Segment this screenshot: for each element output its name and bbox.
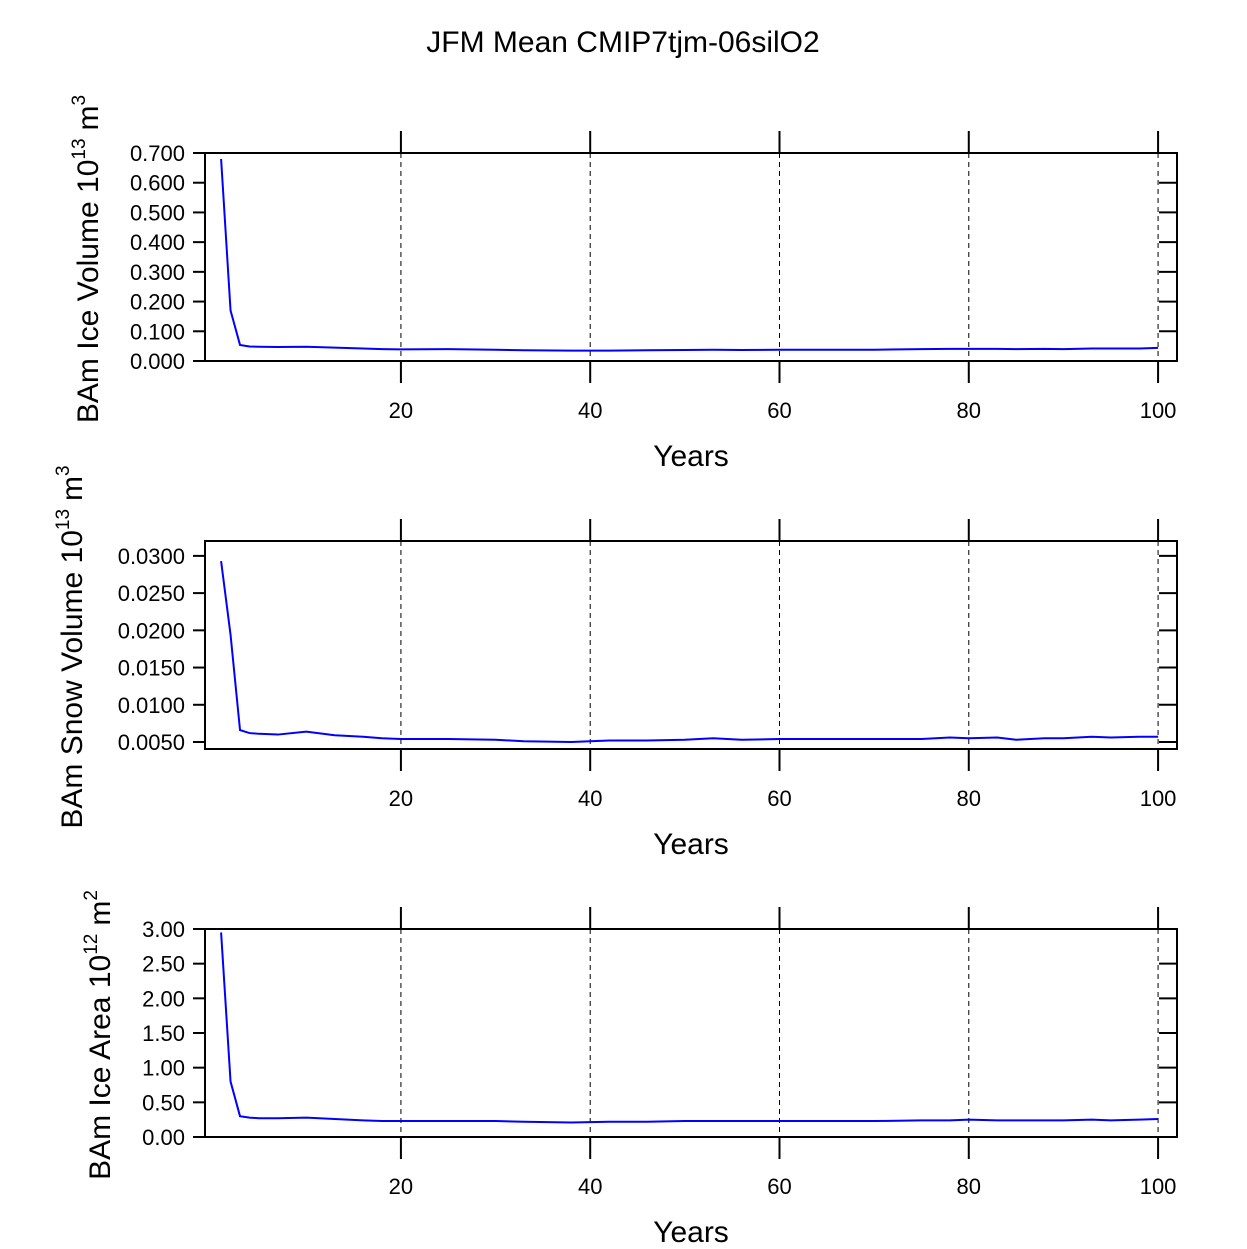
data-line	[220, 158, 1159, 352]
y-axis-title-part: 3	[69, 95, 90, 106]
y-tick-label: 0.500	[130, 200, 185, 225]
x-axis-title: Years	[653, 1216, 729, 1249]
x-tick-label: 80	[957, 398, 981, 423]
x-tick-label: 20	[389, 786, 413, 811]
x-tick-label: 100	[1140, 786, 1177, 811]
y-axis-title-part: 2	[81, 890, 102, 901]
y-axis-title-part: m	[72, 105, 105, 130]
y-axis-title-part: 12	[81, 934, 102, 955]
y-axis-title-part: 13	[53, 509, 74, 530]
y-axis-title: BAm Ice Area 1012 m2	[81, 890, 117, 1180]
x-tick-label: 60	[767, 398, 791, 423]
x-tick-label: 40	[578, 1174, 602, 1199]
y-tick-label: 0.200	[130, 290, 185, 315]
x-tick-label: 80	[957, 1174, 981, 1199]
x-axis-title: Years	[653, 440, 729, 473]
y-tick-label: 1.50	[142, 1021, 185, 1046]
x-tick-label: 80	[957, 786, 981, 811]
y-axis-title-part: 13	[69, 138, 90, 159]
y-tick-label: 3.00	[142, 917, 185, 942]
plot-frame	[204, 152, 1178, 362]
y-tick-label: 0.400	[130, 230, 185, 255]
x-tick-label: 40	[578, 398, 602, 423]
x-tick-label: 20	[389, 1174, 413, 1199]
y-axis-title-part: m	[84, 901, 117, 926]
y-tick-label: 0.600	[130, 171, 185, 196]
y-tick-label: 2.00	[142, 986, 185, 1011]
y-tick-label: 1.00	[142, 1056, 185, 1081]
y-tick-label: 0.0300	[118, 544, 185, 569]
x-tick-label: 100	[1140, 1174, 1177, 1199]
y-axis-title-part: BAm Ice Area 10	[84, 955, 117, 1180]
y-tick-label: 0.300	[130, 260, 185, 285]
y-tick-label: 0.0150	[118, 656, 185, 681]
y-axis-title: BAm Snow Volume 1013 m3	[53, 465, 89, 828]
y-tick-label: 2.50	[142, 952, 185, 977]
x-tick-label: 60	[767, 1174, 791, 1199]
x-tick-label: 100	[1140, 398, 1177, 423]
y-axis-title: BAm Ice Volume 1013 m3	[69, 95, 105, 423]
y-tick-label: 0.000	[130, 349, 185, 374]
y-tick-label: 0.0050	[118, 730, 185, 755]
y-tick-label: 0.00	[142, 1125, 185, 1150]
y-axis-title-part: 3	[53, 465, 74, 476]
y-tick-label: 0.0200	[118, 618, 185, 643]
plot-frame	[204, 928, 1178, 1138]
x-tick-label: 40	[578, 786, 602, 811]
x-tick-label: 20	[389, 398, 413, 423]
y-tick-label: 0.700	[130, 141, 185, 166]
y-tick-label: 0.0250	[118, 581, 185, 606]
y-axis-title-part: BAm Ice Volume 10	[72, 160, 105, 423]
y-tick-label: 0.100	[130, 319, 185, 344]
data-line	[220, 560, 1159, 744]
x-axis-title: Years	[653, 828, 729, 861]
y-tick-label: 0.50	[142, 1090, 185, 1115]
y-axis-title-part: BAm Snow Volume 10	[56, 530, 89, 829]
plot-frame	[204, 540, 1178, 750]
figure-title: JFM Mean CMIP7tjm-06silO2	[426, 26, 819, 59]
y-tick-label: 0.0100	[118, 693, 185, 718]
data-line	[220, 932, 1159, 1124]
x-tick-label: 60	[767, 786, 791, 811]
y-axis-title-part: m	[56, 476, 89, 501]
